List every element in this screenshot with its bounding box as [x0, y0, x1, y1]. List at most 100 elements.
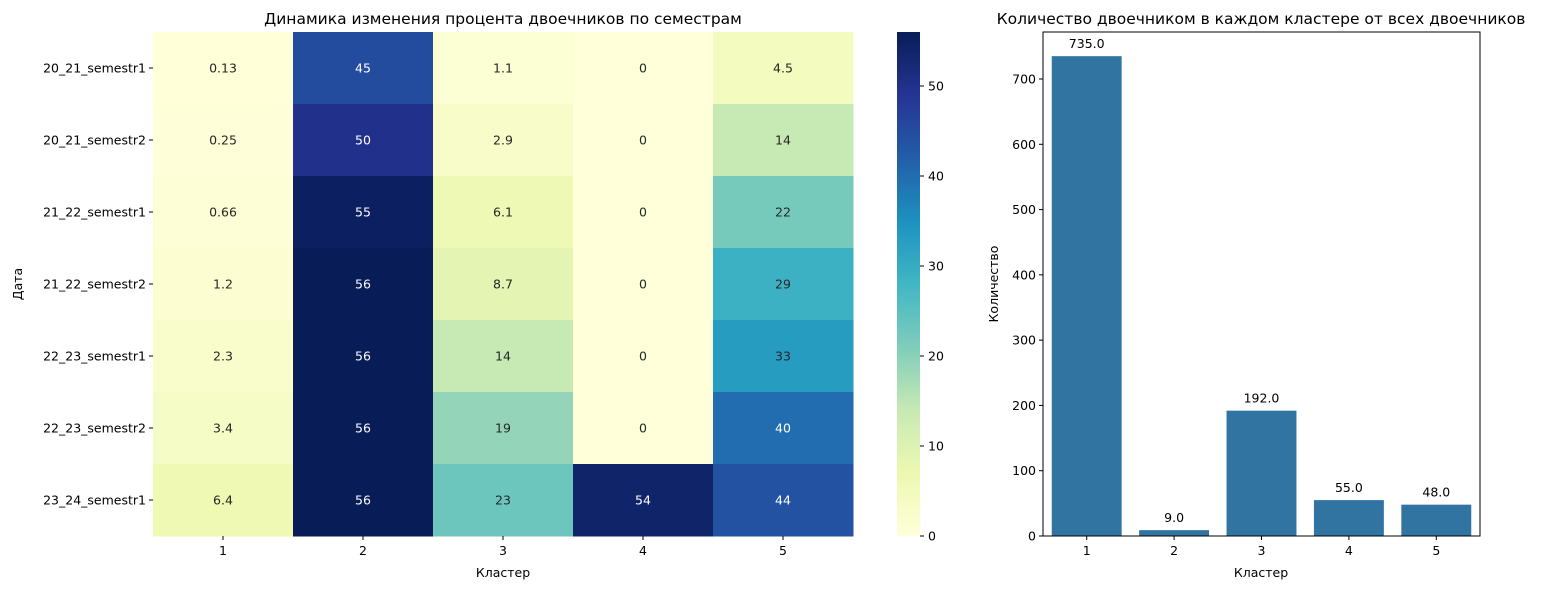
heatmap-cell-label: 3.4 — [213, 421, 233, 436]
bar-chart-y-axis-label: Количество — [986, 246, 1001, 323]
heatmap-y-ticks: 20_21_semestr1 20_21_semestr2 21_22_semest… — [43, 61, 153, 508]
heatmap-cell — [713, 464, 854, 537]
heatmap-cell-label: 6.4 — [213, 493, 233, 508]
bar-y-tick-label: 100 — [1012, 463, 1036, 478]
bar-value-label: 192.0 — [1244, 391, 1280, 406]
colorbar-tick-label: 20 — [928, 349, 944, 364]
bar-x-tick-label: 1 — [1083, 543, 1091, 558]
colorbar-ticks: 0 10 20 30 40 50 — [920, 79, 944, 544]
heatmap-x-tick-label: 5 — [779, 543, 787, 558]
heatmap-cell — [433, 176, 574, 249]
heatmap-cell-label: 6.1 — [493, 205, 513, 220]
heatmap-cell-label: 56 — [355, 277, 371, 292]
bar-chart-value-labels: 735.0 9.0 192.0 55.0 48.0 — [1069, 36, 1450, 525]
heatmap-cell-label: 56 — [355, 349, 371, 364]
heatmap-colorbar: 0 10 20 30 40 50 — [897, 32, 944, 544]
bar-chart: Количество двоечником в каждом кластере … — [986, 10, 1525, 580]
heatmap-x-ticks: 1 2 3 4 5 — [219, 536, 787, 558]
heatmap-cell — [293, 104, 434, 177]
heatmap-cell — [713, 176, 854, 249]
bar-chart-y-ticks: 0 100 200 300 400 500 600 700 — [1012, 72, 1043, 544]
heatmap-x-tick-label: 3 — [499, 543, 507, 558]
heatmap-cell — [153, 176, 294, 249]
bar-x-tick-label: 2 — [1170, 543, 1178, 558]
heatmap-cells: 0.13 45 1.1 0 4.5 0.25 50 2.9 0 14 0.66 55 6.1 0 22 1.2… — [153, 32, 854, 537]
heatmap-x-tick-label: 4 — [639, 543, 647, 558]
heatmap-y-tick-label: 22_23_semestr1 — [43, 349, 146, 364]
bar-chart-x-ticks: 1 2 3 4 5 — [1083, 536, 1440, 558]
heatmap-cell — [433, 104, 574, 177]
bar-x-tick-label: 4 — [1345, 543, 1353, 558]
heatmap-cell — [293, 464, 434, 537]
heatmap-cell-label: 1.2 — [213, 277, 233, 292]
heatmap-x-axis-label: Кластер — [476, 565, 530, 580]
heatmap-cell — [713, 104, 854, 177]
bar-chart-bars — [1051, 56, 1472, 536]
heatmap-cell — [153, 248, 294, 321]
heatmap-cell-label: 23 — [495, 493, 511, 508]
heatmap-y-tick-label: 20_21_semestr1 — [43, 61, 146, 76]
bar — [1051, 56, 1122, 536]
heatmap-chart: Динамика изменения процента двоечников п… — [10, 10, 854, 580]
bar-y-tick-label: 600 — [1012, 137, 1036, 152]
bar — [1313, 500, 1384, 536]
bar-y-tick-label: 400 — [1012, 267, 1036, 282]
bar-y-tick-label: 200 — [1012, 398, 1036, 413]
heatmap-cell-label: 0.66 — [209, 205, 237, 220]
bar-y-tick-label: 300 — [1012, 333, 1036, 348]
heatmap-cell — [433, 392, 574, 465]
bar-y-tick-label: 0 — [1028, 529, 1036, 544]
heatmap-y-tick-label: 23_24_semestr1 — [43, 493, 146, 508]
heatmap-cell-label: 0.25 — [209, 133, 237, 148]
bar — [1401, 504, 1472, 536]
bar-chart-x-axis-label: Кластер — [1234, 565, 1288, 580]
heatmap-cell — [433, 32, 574, 105]
colorbar-tick-label: 10 — [928, 439, 944, 454]
heatmap-cell-label: 56 — [355, 421, 371, 436]
heatmap-cell — [293, 32, 434, 105]
heatmap-y-tick-label: 20_21_semestr2 — [43, 133, 146, 148]
heatmap-cell-label: 56 — [355, 493, 371, 508]
heatmap-cell-label: 0 — [639, 277, 647, 292]
heatmap-cell-label: 0 — [639, 61, 647, 76]
heatmap-cell-label: 40 — [775, 421, 791, 436]
heatmap-cell-label: 44 — [775, 493, 791, 508]
heatmap-cell — [713, 320, 854, 393]
bar-value-label: 735.0 — [1069, 36, 1105, 51]
bar-value-label: 48.0 — [1422, 485, 1450, 500]
colorbar-tick-label: 30 — [928, 259, 944, 274]
heatmap-title: Динамика изменения процента двоечников п… — [264, 10, 742, 28]
heatmap-cell — [153, 392, 294, 465]
heatmap-cell-label: 0 — [639, 349, 647, 364]
heatmap-cell-label: 14 — [495, 349, 511, 364]
heatmap-cell — [713, 248, 854, 321]
heatmap-cell-label: 22 — [775, 205, 791, 220]
heatmap-cell — [433, 464, 574, 537]
heatmap-cell-label: 0 — [639, 205, 647, 220]
heatmap-y-axis-label: Дата — [10, 268, 25, 300]
heatmap-cell — [713, 392, 854, 465]
bar-x-tick-label: 3 — [1258, 543, 1266, 558]
heatmap-x-tick-label: 1 — [219, 543, 227, 558]
heatmap-cell — [573, 32, 714, 105]
heatmap-cell-label: 2.9 — [493, 133, 513, 148]
heatmap-cell — [573, 392, 714, 465]
bar-chart-frame — [1042, 31, 1481, 537]
heatmap-cell-label: 54 — [635, 493, 651, 508]
heatmap-cell — [153, 320, 294, 393]
colorbar-tick-label: 0 — [928, 529, 936, 544]
heatmap-cell-label: 19 — [495, 421, 511, 436]
heatmap-cell-label: 0 — [639, 133, 647, 148]
colorbar-gradient — [897, 32, 920, 536]
bar-y-tick-label: 500 — [1012, 202, 1036, 217]
heatmap-cell-label: 2.3 — [213, 349, 233, 364]
bar — [1226, 410, 1297, 536]
heatmap-cell-label: 45 — [355, 61, 371, 76]
bar-value-label: 55.0 — [1335, 480, 1363, 495]
heatmap-cell — [573, 104, 714, 177]
heatmap-y-tick-label: 21_22_semestr1 — [43, 205, 146, 220]
heatmap-cell — [573, 320, 714, 393]
heatmap-cell-label: 29 — [775, 277, 791, 292]
heatmap-cell-label: 50 — [355, 133, 371, 148]
